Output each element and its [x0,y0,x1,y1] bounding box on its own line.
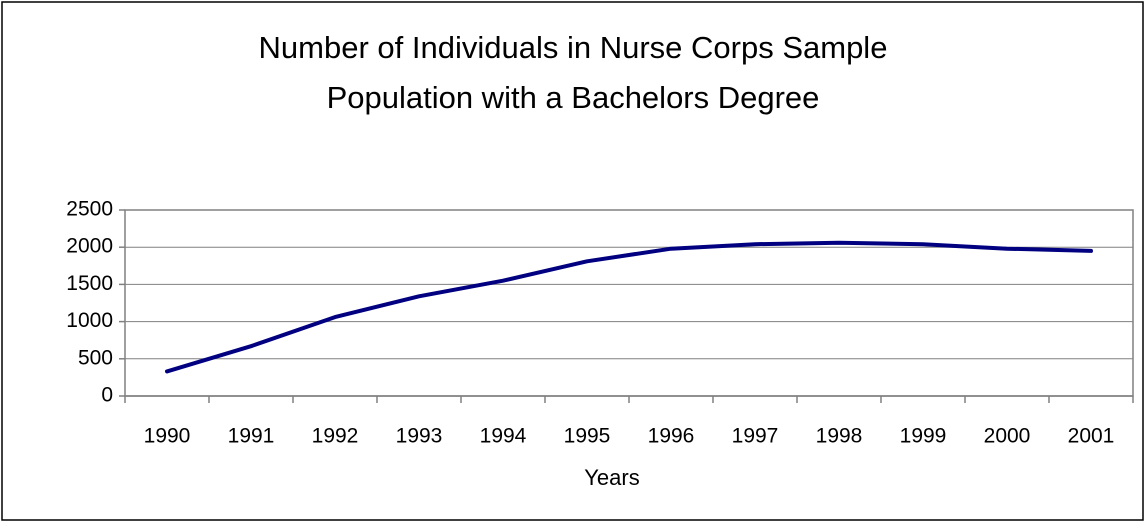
y-tick-label: 0 [101,384,113,407]
x-tick-label: 1998 [816,425,863,448]
y-tick-label: 1500 [66,272,113,295]
y-tick-label: 2500 [66,198,113,221]
x-tick-label: 1996 [648,425,695,448]
x-tick-label: 1999 [900,425,947,448]
y-tick-label: 500 [78,346,113,369]
x-tick-label: 1995 [564,425,611,448]
chart-title: Population with a Bachelors Degree [327,80,820,115]
y-tick-label: 2000 [66,235,113,258]
y-tick-label: 1000 [66,309,113,332]
x-tick-label: 1997 [732,425,779,448]
x-tick-label: 1992 [312,425,359,448]
x-tick-label: 2001 [1068,425,1115,448]
x-tick-label: 1991 [228,425,275,448]
x-tick-label: 1993 [396,425,443,448]
chart-title: Number of Individuals in Nurse Corps Sam… [259,30,888,65]
data-line [165,240,1093,374]
x-tick-label: 1994 [480,425,527,448]
x-tick-label: 1990 [144,425,191,448]
x-tick-label: 2000 [984,425,1031,448]
x-axis-label: Years [584,465,639,490]
